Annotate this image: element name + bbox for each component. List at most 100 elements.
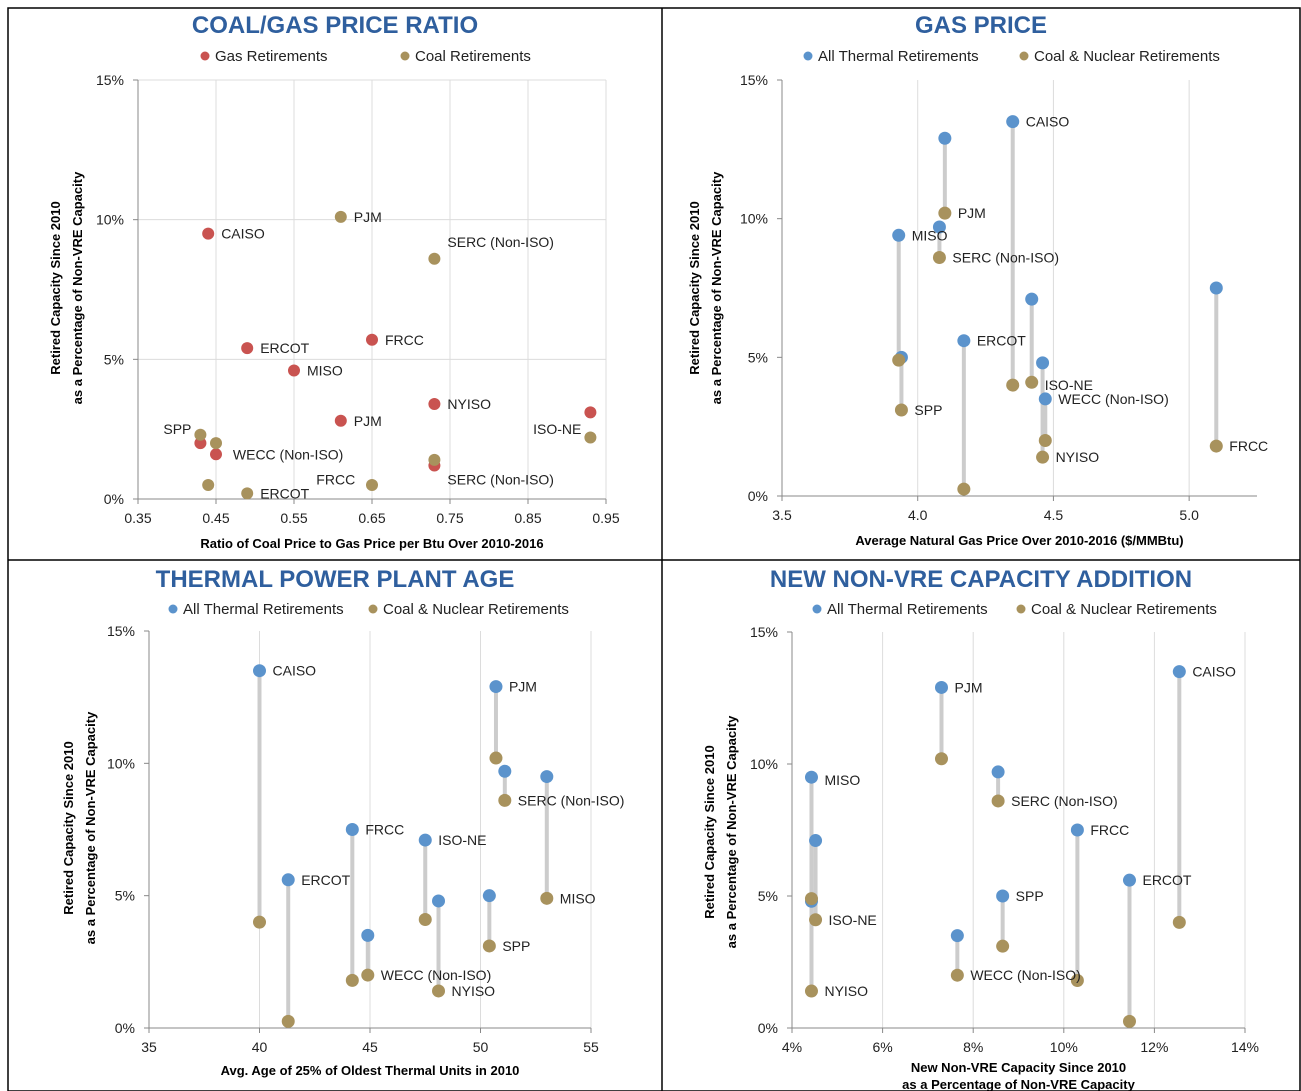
y-tick-label: 10%: [740, 211, 768, 227]
point-label-iso-ne: ISO-NE: [829, 912, 877, 928]
point-all-thermal-retirements-wecc-non-iso: [1038, 392, 1052, 406]
point-all-thermal-retirements-miso: [892, 228, 906, 242]
point-coal-nuclear-retirements-spp: [996, 939, 1010, 953]
chart-panel-3: THERMAL POWER PLANT AGE All Thermal Retir…: [61, 566, 624, 1078]
point-all-thermal-retirements-serc-non-iso: [991, 765, 1005, 779]
point-label-miso: MISO: [307, 363, 343, 379]
point-label-serc-non-iso: SERC (Non-ISO): [1011, 793, 1118, 809]
point-all-thermal-retirements-miso: [540, 770, 554, 784]
point-label-wecc-non-iso: WECC (Non-ISO): [1058, 391, 1168, 407]
point-coal-nuclear-retirements-pjm: [489, 751, 503, 765]
chart-title: COAL/GAS PRICE RATIO: [192, 12, 478, 39]
point-coal-nuclear-retirements-spp: [894, 403, 908, 417]
x-tick-label: 5.0: [1179, 507, 1199, 523]
legend-marker-coal-retirements: [400, 51, 410, 61]
y-tick-label: 0%: [748, 488, 768, 504]
point-all-thermal-retirements-ercot: [281, 873, 295, 887]
point-label-ercot: ERCOT: [260, 485, 309, 501]
point-all-thermal-retirements-ercot: [957, 334, 971, 348]
x-tick-label: 4.5: [1044, 507, 1064, 523]
point-label-nyiso: NYISO: [447, 396, 491, 412]
point-coal-nuclear-retirements-caiso: [253, 915, 266, 929]
point-coal-nuclear-retirements-iso-ne: [418, 912, 432, 926]
y-tick-label: 5%: [104, 351, 124, 367]
legend-marker-all-thermal-retirements: [803, 51, 813, 61]
point-all-thermal-retirements-iso-ne: [1025, 292, 1039, 306]
point-gas-retirements-miso: [288, 364, 300, 377]
point-label-wecc-non-iso: WECC (Non-ISO): [970, 967, 1080, 983]
point-coal-nuclear-retirements-pjm: [938, 206, 952, 220]
x-tick-label: 3.5: [772, 507, 792, 523]
legend-marker-coal-nuclear-retirements: [368, 604, 378, 614]
point-gas-retirements-wecc-non-iso: [210, 448, 222, 461]
point-gas-retirements-caiso: [202, 227, 215, 240]
chart-title: THERMAL POWER PLANT AGE: [156, 566, 515, 593]
point-coal-retirements-serc-non-iso: [428, 252, 441, 265]
point-label-ercot: ERCOT: [1142, 872, 1191, 888]
point-coal-nuclear-retirements-frcc: [1070, 973, 1084, 987]
y-axis-label: Retired Capacity Since 2010: [702, 745, 717, 918]
point-label-serc-non-iso: SERC (Non-ISO): [447, 234, 554, 250]
x-tick-label: 14%: [1231, 1039, 1259, 1055]
point-coal-nuclear-retirements-caiso: [1172, 915, 1186, 929]
point-coal-nuclear-retirements-wecc-non-iso: [1038, 434, 1052, 448]
x-tick-label: 55: [583, 1039, 599, 1055]
point-all-thermal-retirements-wecc-non-iso: [361, 928, 375, 942]
chart-panel-1: COAL/GAS PRICE RATIO Gas Retirements Coal …: [48, 12, 620, 551]
point-all-thermal-retirements-pjm: [934, 680, 948, 694]
x-tick-label: 0.35: [124, 510, 151, 526]
x-tick-label: 0.85: [514, 510, 541, 526]
y-tick-label: 15%: [750, 624, 778, 640]
y-tick-label: 10%: [96, 212, 124, 228]
chart-title: NEW NON-VRE CAPACITY ADDITION: [770, 566, 1192, 593]
point-gas-retirements-nyiso: [428, 398, 441, 411]
x-tick-label: 4%: [782, 1039, 802, 1055]
chart-title: GAS PRICE: [915, 12, 1047, 39]
y-tick-label: 15%: [740, 72, 768, 88]
legend-label-all-thermal-retirements: All Thermal Retirements: [818, 48, 979, 65]
y-axis-label: as a Percentage of Non-VRE Capacity: [83, 711, 98, 944]
point-label-serc-non-iso: SERC (Non-ISO): [518, 792, 625, 808]
point-coal-retirements-frcc: [366, 479, 378, 492]
point-label-ercot: ERCOT: [301, 872, 350, 888]
point-label-frcc: FRCC: [1229, 438, 1268, 454]
point-label-frcc: FRCC: [365, 822, 404, 838]
legend-marker-all-thermal-retirements: [168, 604, 178, 614]
point-coal-retirements-iso-ne: [584, 431, 597, 444]
x-tick-label: 0.65: [358, 510, 385, 526]
point-coal-nuclear-retirements-wecc-non-iso: [950, 968, 964, 982]
point-coal-nuclear-retirements-serc-non-iso: [991, 794, 1005, 808]
x-tick-label: 0.95: [592, 510, 619, 526]
point-all-thermal-retirements-serc-non-iso: [932, 220, 946, 234]
point-coal-nuclear-retirements-pjm: [934, 752, 948, 766]
point-gas-retirements-ercot: [241, 342, 254, 355]
y-tick-label: 0%: [758, 1020, 778, 1036]
x-axis-label: as a Percentage of Non-VRE Capacity: [902, 1077, 1135, 1091]
point-gas-retirements-spp: [194, 437, 207, 450]
legend-label-coal-retirements: Coal Retirements: [415, 48, 531, 65]
legend-label-coal-nuclear-retirements: Coal & Nuclear Retirements: [383, 601, 569, 618]
point-coal-retirements-spp: [194, 428, 207, 441]
point-label-caiso: CAISO: [1192, 664, 1236, 680]
y-tick-label: 0%: [104, 491, 124, 507]
point-label-miso: MISO: [560, 890, 596, 906]
point-coal-nuclear-retirements-frcc: [345, 973, 359, 987]
point-coal-nuclear-retirements-miso: [892, 353, 906, 367]
x-axis-label: Average Natural Gas Price Over 2010-2016…: [855, 533, 1183, 548]
point-label-pjm: PJM: [958, 205, 986, 221]
point-all-thermal-retirements-caiso: [1172, 665, 1186, 679]
point-label-spp: SPP: [1016, 888, 1044, 904]
point-all-thermal-retirements-serc-non-iso: [498, 764, 512, 778]
point-coal-nuclear-retirements-wecc-non-iso: [361, 968, 375, 982]
y-tick-label: 0%: [115, 1020, 135, 1036]
legend-marker-all-thermal-retirements: [812, 604, 822, 614]
point-label-nyiso: NYISO: [1056, 449, 1100, 465]
point-label-caiso: CAISO: [273, 663, 317, 679]
point-coal-retirements-miso: [202, 479, 215, 492]
point-all-thermal-retirements-wecc-non-iso: [950, 929, 964, 943]
point-all-thermal-retirements-caiso: [253, 664, 266, 678]
point-label-serc-non-iso: SERC (Non-ISO): [952, 249, 1059, 265]
point-all-thermal-retirements-spp: [482, 889, 496, 903]
point-coal-nuclear-retirements-ercot: [1122, 1014, 1136, 1028]
